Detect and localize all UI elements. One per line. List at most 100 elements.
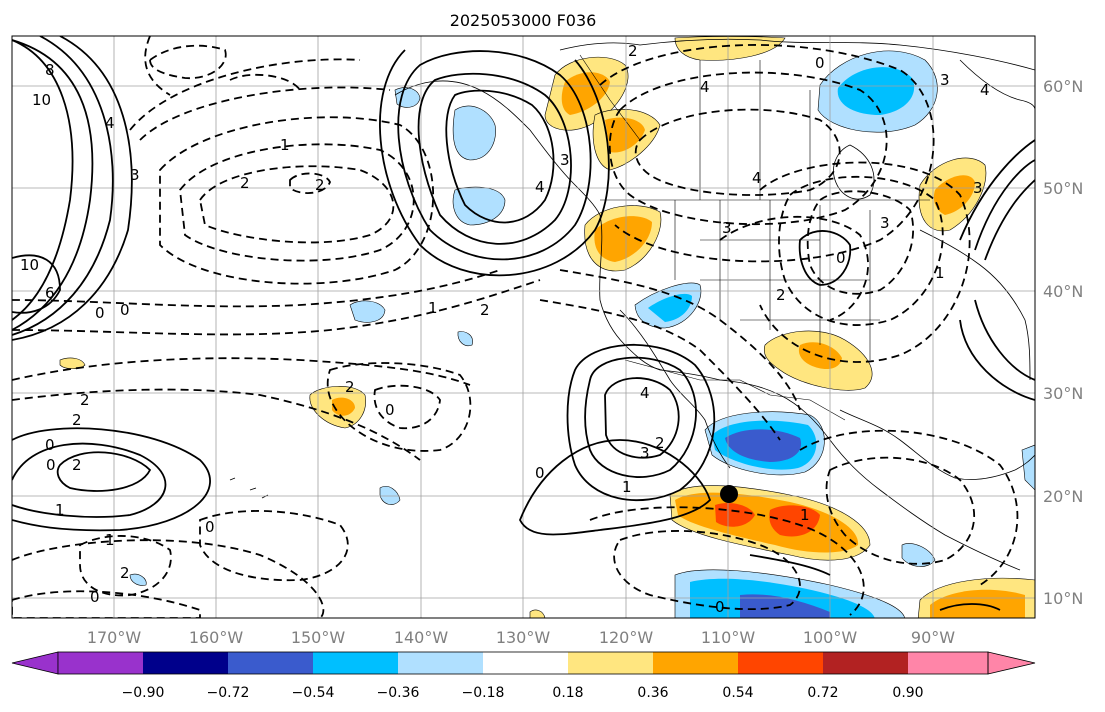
anomaly-blue-small-5 <box>129 573 147 586</box>
colorbar-segment <box>653 652 738 674</box>
contour-label: 2 <box>480 301 490 319</box>
map-content: 8 10 10 6 0 0 2 2 2 2 0 1 3 4 2 4 3 2 4 … <box>12 36 1035 618</box>
contour-w-1 <box>12 39 74 321</box>
contour-label: 0 <box>95 304 105 322</box>
contour-label: 0 <box>45 436 55 454</box>
anomaly-blue-small-6 <box>1021 444 1035 491</box>
contour-label: 0 <box>90 588 100 606</box>
coast-hudson <box>833 144 875 200</box>
contour-label: 0 <box>120 301 130 319</box>
map-frame <box>11 35 1036 619</box>
contour-label: 2 <box>655 434 665 452</box>
contour-n-6 <box>129 58 361 131</box>
contour-label: 4 <box>752 169 762 187</box>
contour-label: 1 <box>428 299 438 317</box>
contour-label: 0 <box>385 401 395 419</box>
anomaly-blue-pacific-n <box>452 186 506 226</box>
contour-label: 2 <box>240 174 250 192</box>
contour-w-3 <box>12 36 114 336</box>
contour-gulf-low-1 <box>825 456 976 565</box>
coast-hawaii <box>229 477 269 499</box>
contour-label: 2 <box>72 456 82 474</box>
colorbar-tick-label: 0.36 <box>637 685 668 701</box>
contour-sw-1 <box>12 442 167 518</box>
colorbar-tick-label: −0.36 <box>377 685 420 701</box>
contour-label: 0 <box>535 464 545 482</box>
anomaly-cyan-canada <box>837 67 915 115</box>
colorbar-segment <box>313 652 398 674</box>
coast-arctic <box>559 38 1035 71</box>
colorbar-segment <box>398 652 483 674</box>
contour-nw-1 <box>144 36 171 96</box>
contour-low-sub-4 <box>519 439 712 536</box>
contour-label: 2 <box>72 411 82 429</box>
colorbar-extend-low <box>11 651 59 675</box>
contour-sw-low-4 <box>12 539 325 618</box>
lat-tick-label: 30°N <box>1043 384 1083 403</box>
colorbar-segment <box>58 652 143 674</box>
contour-canada-low-2 <box>608 71 888 226</box>
contour-label: 2 <box>776 286 786 304</box>
anomaly-blue-tropics-core <box>740 594 830 618</box>
contour-lakes-low-4 <box>719 215 869 321</box>
colorbar-extend-high <box>987 651 1036 675</box>
contour-label: 3 <box>940 71 950 89</box>
contour-lakes-low-2 <box>778 175 944 326</box>
contour-label: 4 <box>105 114 115 132</box>
contour-ridge-3 <box>397 50 592 261</box>
contour-nw-2 <box>229 73 301 91</box>
contour-sub-low-1 <box>326 362 472 452</box>
contour-label: 2 <box>315 176 325 194</box>
lat-tick-label: 20°N <box>1043 487 1083 506</box>
colorbar-tick-label: −0.18 <box>462 685 505 701</box>
contour-trop <box>749 554 831 576</box>
lon-tick-label: 150°W <box>291 628 346 647</box>
contour-w-4 <box>12 36 133 341</box>
colorbar-tick-label: 0.90 <box>892 685 923 701</box>
anomaly-blue-small-1 <box>349 300 386 323</box>
contour-trop-2 <box>939 603 1001 611</box>
colorbar-tick-label: 0.72 <box>807 685 838 701</box>
anomaly-yellow-small-w <box>59 357 86 370</box>
contour-label: 0 <box>836 249 846 267</box>
colorbar-tick-label: −0.90 <box>122 685 165 701</box>
contour-label: 1 <box>55 501 65 519</box>
anomaly-blue-alaska <box>452 105 496 161</box>
contour-label: 2 <box>120 564 130 582</box>
colorbar-tick-label: −0.72 <box>207 685 250 701</box>
contour-label: 0 <box>46 456 56 474</box>
anomaly-blue-small-3 <box>457 331 473 347</box>
lon-tick-label: 90°W <box>911 628 955 647</box>
contour-ridge-1 <box>417 72 572 245</box>
latitude-axis: 60°N 50°N 40°N 30°N 20°N 10°N <box>1043 77 1083 608</box>
contour-label: 10 <box>32 91 51 109</box>
anomaly-orange-bc2 <box>605 117 645 153</box>
contour-gulf-low-2 <box>799 429 1019 586</box>
contour-label: 4 <box>640 384 650 402</box>
contour-label: 10 <box>20 256 39 274</box>
coast-east <box>919 229 1031 381</box>
colorbar-segment <box>228 652 313 674</box>
contour-ridge-4 <box>379 49 610 277</box>
lon-tick-label: 120°W <box>599 628 654 647</box>
contour-ridge-2 <box>445 89 555 224</box>
anomaly-orange-bc <box>561 72 610 115</box>
colorbar-segment <box>483 652 568 674</box>
gridlines <box>12 36 1035 618</box>
contour-trop-low-2 <box>589 506 865 616</box>
contour-sw-3 <box>12 427 211 532</box>
lon-tick-label: 170°W <box>87 628 142 647</box>
contour-trop-low-1 <box>613 530 801 610</box>
contour-label: 3 <box>880 214 890 232</box>
colorbar-segment <box>738 652 823 674</box>
contours-negative <box>12 36 1019 618</box>
contour-label: 1 <box>800 506 810 524</box>
contour-label: 1 <box>105 531 115 549</box>
colorbar-tick-label: −0.54 <box>292 685 335 701</box>
contour-mid-1 <box>12 269 501 308</box>
lon-tick-label: 140°W <box>394 628 449 647</box>
contour-n-7 <box>149 44 227 79</box>
colorbar-tick-label: 0.54 <box>722 685 753 701</box>
border-provinces <box>579 54 811 200</box>
